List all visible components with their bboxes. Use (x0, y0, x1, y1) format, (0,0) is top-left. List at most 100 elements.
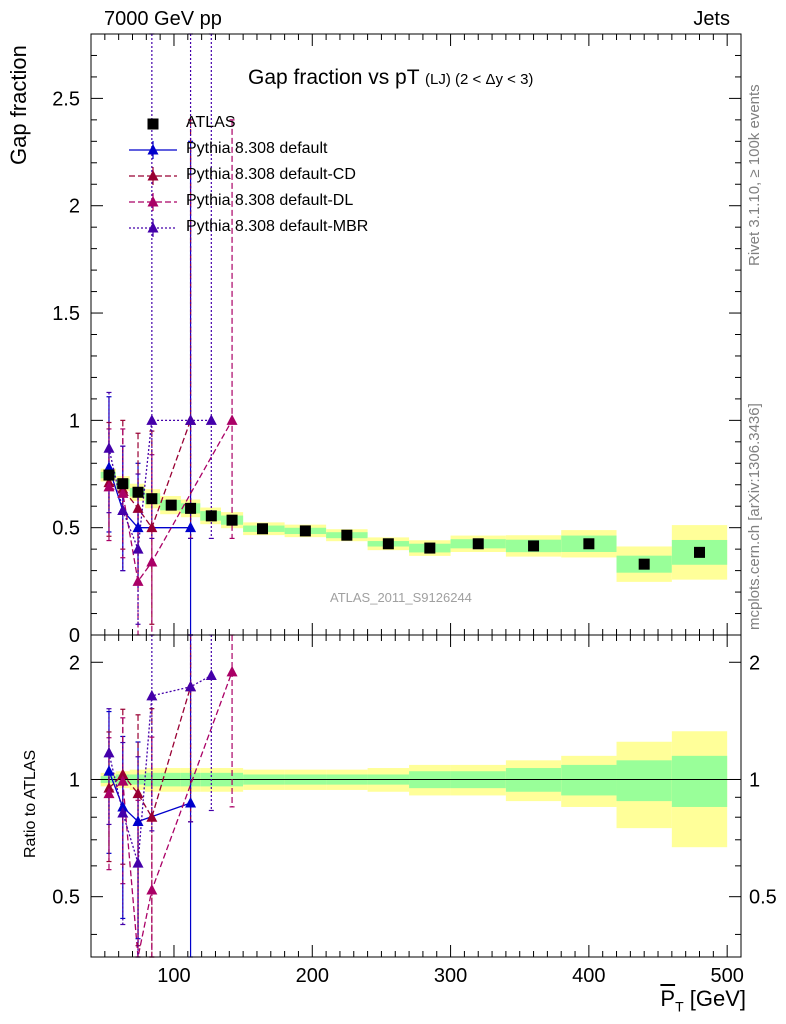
ratio-line-dl (108, 671, 233, 958)
point-atlas (528, 540, 540, 552)
x-tick-label: 200 (296, 965, 329, 987)
ratio-point-mbr (117, 807, 129, 818)
line-mbr (108, 419, 212, 550)
legend-marker-default (147, 144, 159, 155)
ratio-band-inner (561, 764, 617, 796)
y-tick-label: 1.5 (52, 303, 80, 325)
tick-label-layer: 100 200 300 400 500 0 0.5 1 1.5 2 2.5 0.5 0.5 1 1 2 2 (52, 88, 777, 987)
ratio-y-axis-title: Ratio to ATLAS (22, 749, 39, 858)
chart-title-main: Gap fraction vs pT (248, 66, 420, 89)
ratio-point-dl (103, 787, 115, 799)
ratio-line-cd (108, 686, 192, 819)
point-mbr (103, 442, 115, 453)
chart-title-sub: (LJ) (2 < Δy < 3) (425, 71, 534, 88)
mcplots-credit-label: mcplots.cern.ch [arXiv:1306.3436] (746, 403, 763, 630)
point-atlas (583, 538, 595, 550)
tick-layer (91, 34, 741, 957)
legend-marker-dl (147, 196, 159, 207)
point-dl (103, 480, 115, 492)
point-default (132, 521, 144, 533)
ratio-tick-label-right: 0.5 (749, 887, 777, 909)
ratio-point-dl (226, 665, 238, 677)
point-atlas (103, 469, 115, 481)
point-mbr (132, 543, 144, 554)
x-tick-label: 400 (572, 965, 605, 987)
point-mbr (146, 414, 158, 425)
legend-label-mbr: Pythia 8.308 default-MBR (186, 218, 369, 235)
point-atlas (638, 558, 650, 570)
ratio-band-inner (616, 760, 672, 802)
ratio-band-layer (91, 731, 741, 848)
point-cd (132, 502, 144, 513)
point-atlas (146, 493, 158, 505)
chart-title: Gap fraction vs pT (LJ) (2 < Δy < 3) (248, 66, 533, 90)
y-tick-label: 2 (69, 196, 80, 218)
ratio-tick-label-left: 2 (69, 652, 80, 674)
point-atlas (694, 546, 706, 558)
x-axis-title-subscript: T (675, 998, 684, 1015)
ratio-line-mbr (108, 674, 212, 864)
y-tick-label: 2.5 (52, 88, 80, 110)
y-tick-label: 1 (69, 410, 80, 432)
header-process: Jets (693, 8, 730, 30)
header-collision-energy: 7000 GeV pp (104, 8, 222, 30)
point-dl (132, 575, 144, 586)
analysis-watermark: ATLAS_2011_S9126244 (330, 590, 472, 605)
ratio-plot-frame (90, 634, 742, 958)
ratio-point-default (103, 765, 115, 776)
point-default (103, 461, 115, 473)
point-atlas (185, 502, 197, 514)
x-axis-title: PT [GeV] (660, 986, 746, 1014)
ratio-point-default (185, 797, 197, 808)
x-axis-title-symbol: P (660, 986, 676, 1011)
point-atlas (256, 523, 268, 535)
ratio-point-mbr (146, 689, 158, 701)
legend-marker-atlas (147, 118, 159, 130)
point-atlas (205, 510, 217, 522)
ratio-tick-label-left: 0.5 (52, 887, 80, 909)
legend-marker-cd (147, 170, 159, 181)
point-default (185, 521, 197, 533)
ratio-point-cd (117, 768, 129, 779)
ratio-point-dl (117, 775, 129, 786)
point-atlas (382, 538, 394, 550)
point-cd (146, 521, 158, 533)
legend-label-default: Pythia 8.308 default (186, 140, 328, 157)
legend-label-cd: Pythia 8.308 default-CD (186, 166, 356, 183)
ratio-point-cd (132, 787, 144, 799)
y-tick-label: 0 (69, 625, 80, 647)
point-atlas (472, 538, 484, 550)
ratio-point-default (117, 800, 129, 812)
legend-marker-mbr (147, 222, 159, 233)
ratio-point-default (132, 815, 144, 826)
point-atlas (341, 529, 353, 541)
y-tick-label: 0.5 (52, 518, 80, 540)
ratio-point-cd (146, 811, 158, 822)
ratio-point-mbr (185, 680, 197, 692)
x-tick-label: 500 (710, 965, 743, 987)
point-dl (146, 556, 158, 567)
point-atlas (424, 542, 436, 554)
ratio-line-default (108, 770, 191, 823)
point-atlas (226, 514, 238, 526)
x-tick-label: 300 (434, 965, 467, 987)
rivet-version-label: Rivet 3.1.10, ≥ 100k events (746, 84, 763, 266)
point-atlas (117, 478, 129, 490)
point-mbr (205, 414, 217, 425)
ratio-point-mbr (132, 857, 144, 868)
point-atlas (165, 499, 177, 511)
marker-layer (103, 414, 706, 895)
ratio-tick-label-right: 1 (749, 769, 760, 791)
ratio-point-dl (146, 884, 158, 895)
point-dl (226, 414, 238, 425)
point-mbr (117, 504, 129, 516)
point-atlas (132, 486, 144, 498)
legend-marker-layer (129, 118, 177, 237)
legend-label-atlas: ATLAS (186, 114, 236, 131)
point-dl (117, 487, 129, 498)
ratio-point-mbr (205, 669, 217, 680)
ratio-point-cd (103, 782, 115, 793)
x-axis-title-unit: [GeV] (683, 986, 746, 1011)
line-default (108, 467, 191, 529)
